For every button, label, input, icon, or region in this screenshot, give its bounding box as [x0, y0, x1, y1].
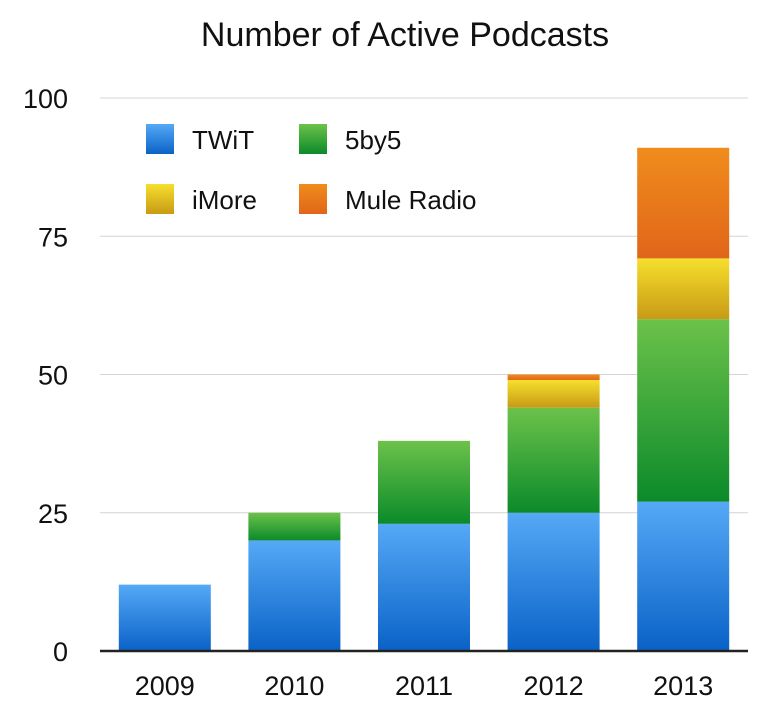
bar-twit-2012	[507, 512, 600, 651]
legend-label: iMore	[192, 185, 257, 215]
x-axis-labels: 2009 2010 2011 2012 2013	[135, 671, 713, 701]
legend-label: 5by5	[345, 125, 401, 155]
bar-twit-2011	[377, 523, 471, 651]
chart-title: Number of Active Podcasts	[201, 16, 609, 54]
x-tick-label: 2013	[653, 671, 713, 701]
bar-5by5-2011	[377, 440, 471, 524]
x-tick-label: 2012	[524, 671, 584, 701]
legend-label: Mule Radio	[345, 185, 477, 215]
x-tick-label: 2010	[264, 671, 324, 701]
bar-twit-2010	[248, 540, 341, 651]
x-tick-label: 2009	[135, 671, 195, 701]
bar-imore-2012	[507, 380, 600, 408]
bar-5by5-2012	[507, 407, 600, 513]
bars	[118, 147, 730, 651]
y-axis-ticks: 0 25 50 75 100	[23, 84, 68, 667]
legend-swatch	[146, 124, 174, 154]
bar-5by5-2010	[248, 512, 341, 541]
bar-twit-2009	[118, 584, 211, 651]
bar-mule-radio-2012	[507, 374, 600, 381]
bar-imore-2013	[637, 258, 730, 320]
x-tick-label: 2011	[395, 671, 453, 701]
legend: TWiT 5by5 iMore Mule Radio	[146, 124, 477, 215]
legend-swatch	[299, 184, 327, 214]
legend-swatch	[146, 184, 174, 214]
bar-twit-2013	[637, 501, 730, 651]
bar-mule-radio-2013	[637, 147, 730, 259]
y-tick-label: 50	[38, 361, 68, 391]
y-tick-label: 0	[53, 637, 68, 667]
bar-5by5-2013	[637, 319, 730, 502]
legend-label: TWiT	[192, 125, 254, 155]
y-tick-label: 100	[23, 84, 68, 114]
y-tick-label: 75	[38, 222, 68, 252]
y-tick-label: 25	[38, 499, 68, 529]
legend-swatch	[299, 124, 327, 154]
